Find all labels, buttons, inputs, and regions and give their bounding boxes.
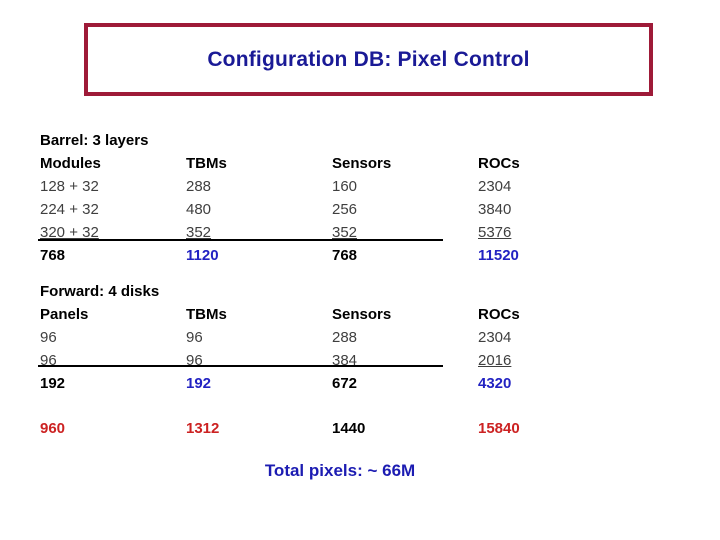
total-modules: 768: [40, 247, 66, 264]
total-sensors: 672: [332, 375, 358, 392]
cell-sensors: 160: [332, 178, 358, 195]
grand-total-rocs: 15840: [478, 420, 520, 437]
cell-sensors: 352: [332, 224, 358, 241]
cell-sensors: 384: [332, 352, 358, 369]
cell-sensors: 288: [332, 329, 358, 346]
cell-tbms: 288: [186, 178, 212, 195]
cell-tbms: 480: [186, 201, 212, 218]
column-header-modules: Modules: [40, 155, 101, 172]
forward-totals-row: 192 192 672 4320: [40, 373, 548, 396]
column-header-rocs: ROCs: [478, 155, 520, 172]
grand-total-sensors: 1440: [332, 420, 366, 437]
title-box: Configuration DB: Pixel Control: [84, 23, 653, 96]
cell-panels: 96: [40, 329, 57, 346]
barrel-header-row: Modules TBMs Sensors ROCs: [40, 153, 548, 176]
table-row: 224 + 32 480 256 3840: [40, 199, 548, 222]
barrel-section-label: Barrel: 3 layers: [40, 132, 149, 149]
total-rocs: 4320: [478, 375, 512, 392]
forward-header-row: Panels TBMs Sensors ROCs: [40, 304, 548, 327]
grand-total-modules: 960: [40, 420, 66, 437]
grand-totals-row: 960 1312 1440 15840: [40, 418, 548, 441]
cell-sensors: 256: [332, 201, 358, 218]
grand-total-tbms: 1312: [186, 420, 220, 437]
barrel-section: Barrel: 3 layers Modules TBMs Sensors RO…: [40, 130, 548, 268]
table-row: 96 96 288 2304: [40, 327, 548, 350]
page-title: Configuration DB: Pixel Control: [207, 47, 530, 71]
cell-rocs: 5376: [478, 224, 512, 241]
total-pixels-label: Total pixels: ~ 66M: [264, 461, 416, 480]
table-row: 128 + 32 288 160 2304: [40, 176, 548, 199]
cell-tbms: 352: [186, 224, 212, 241]
table-row: 320 + 32 352 352 5376: [40, 222, 548, 245]
column-header-tbms: TBMs: [186, 155, 227, 172]
total-sensors: 768: [332, 247, 358, 264]
cell-modules: 128 + 32: [40, 178, 99, 195]
column-header-tbms: TBMs: [186, 306, 227, 323]
forward-sum-rule: [38, 365, 443, 367]
barrel-totals-row: 768 1120 768 11520: [40, 245, 548, 268]
cell-rocs: 2016: [478, 352, 512, 369]
column-header-sensors: Sensors: [332, 306, 392, 323]
cell-rocs: 3840: [478, 201, 512, 218]
forward-section-label: Forward: 4 disks: [40, 283, 160, 300]
column-header-rocs: ROCs: [478, 306, 520, 323]
column-header-panels: Panels: [40, 306, 89, 323]
total-tbms: 1120: [186, 247, 219, 264]
forward-section: Forward: 4 disks Panels TBMs Sensors ROC…: [40, 281, 548, 396]
cell-tbms: 96: [186, 329, 203, 346]
column-header-sensors: Sensors: [332, 155, 392, 172]
cell-modules: 224 + 32: [40, 201, 99, 218]
cell-rocs: 2304: [478, 178, 512, 195]
table-row: 96 96 384 2016: [40, 350, 548, 373]
cell-modules: 320 + 32: [40, 224, 99, 241]
cell-rocs: 2304: [478, 329, 512, 346]
total-rocs: 11520: [478, 247, 519, 264]
total-panels: 192: [40, 375, 66, 392]
cell-tbms: 96: [186, 352, 203, 369]
total-tbms: 192: [186, 375, 212, 392]
cell-panels: 96: [40, 352, 57, 369]
barrel-sum-rule: [38, 239, 443, 241]
